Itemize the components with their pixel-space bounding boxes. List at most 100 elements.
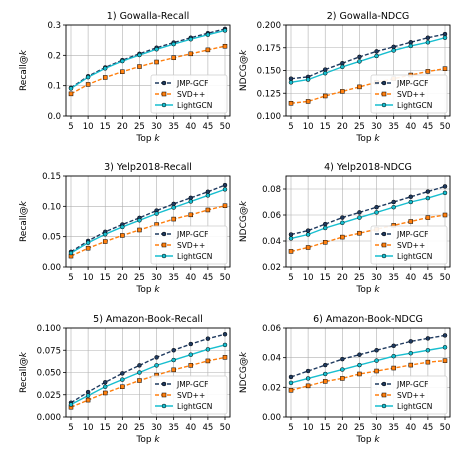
data-point [442, 35, 448, 40]
data-point [442, 212, 448, 218]
data-point [425, 359, 431, 365]
y-tick-label: 0.3 [47, 21, 61, 31]
data-point [391, 199, 396, 205]
data-point [205, 47, 211, 53]
data-point [85, 74, 91, 80]
data-point [357, 84, 362, 90]
legend-label: LightGCN [177, 402, 212, 411]
legend-label: JMP-GCF [396, 230, 428, 239]
series-line-2 [70, 29, 226, 89]
y-tick-label: 0.2 [47, 51, 61, 61]
legend-box [370, 74, 448, 114]
plot-frame [285, 327, 451, 418]
data-point [322, 93, 328, 99]
x-tick-label: 35 [388, 273, 399, 283]
y-tick-label: 0.04 [262, 354, 281, 364]
legend-marker [381, 392, 387, 398]
data-point [137, 52, 142, 58]
data-point [222, 28, 228, 33]
data-point [222, 355, 228, 360]
x-tick-label: 5 [68, 273, 73, 283]
legend-box [150, 225, 228, 265]
data-point [171, 357, 176, 363]
data-point [288, 80, 294, 85]
data-point [171, 367, 176, 373]
x-tick-label: 5 [288, 122, 293, 132]
x-tick-label: 35 [388, 423, 399, 433]
data-point [171, 55, 176, 61]
data-point [305, 228, 311, 233]
y-tick-label: 0.15 [42, 172, 61, 182]
chart-panel-1: 5 10 15 20 25 30 35 40 45 50 0.0 0.1 0.2 0.3 1) Gowall… [19, 11, 231, 144]
x-tick-label: 20 [337, 122, 348, 132]
legend-marker [161, 231, 167, 237]
series-line-2 [290, 346, 446, 384]
data-point [357, 215, 362, 220]
data-point [102, 75, 108, 80]
data-point [340, 367, 345, 372]
series-line-0 [70, 333, 226, 404]
x-tick-label: 35 [168, 423, 179, 433]
data-point [425, 348, 431, 353]
legend-label: SVD++ [397, 241, 425, 250]
data-point [305, 368, 311, 374]
data-point [391, 365, 396, 371]
plot-frame [285, 175, 451, 268]
x-tick-label: 45 [202, 122, 213, 132]
legend-marker [161, 91, 167, 97]
data-point [188, 341, 194, 347]
x-tick-label: 20 [117, 273, 128, 283]
legend-marker [161, 392, 167, 398]
data-point [442, 333, 448, 338]
data-point [205, 207, 211, 213]
x-tick-label: 10 [303, 122, 314, 132]
x-tick-label: 15 [100, 423, 111, 433]
data-point [102, 390, 108, 396]
data-point [85, 245, 91, 251]
legend-box [370, 375, 448, 415]
data-point [154, 47, 159, 52]
data-point [340, 64, 345, 70]
x-tick-label: 15 [100, 122, 111, 132]
legend: JMP-GCF SVD++ LightGCN [370, 74, 448, 114]
data-point [425, 336, 431, 341]
legend-marker [381, 80, 387, 86]
x-tick-label: 50 [220, 273, 231, 283]
y-tick-label: 0.100 [37, 324, 61, 334]
series-line-0 [290, 334, 446, 378]
x-tick-label: 5 [288, 273, 293, 283]
series-line-2 [290, 37, 446, 84]
data-point [171, 348, 176, 353]
data-point [188, 51, 194, 57]
legend-label: SVD++ [177, 391, 205, 400]
data-point [340, 89, 345, 94]
data-point [340, 220, 345, 226]
y-tick-label: 0.00 [42, 263, 61, 273]
y-tick-label: 0.200 [257, 21, 281, 31]
legend: JMP-GCF SVD++ LightGCN [150, 225, 228, 265]
data-point [222, 342, 228, 348]
x-tick-label: 35 [168, 122, 179, 132]
x-tick-label: 40 [405, 423, 416, 433]
data-point [222, 43, 228, 49]
x-tick-label: 25 [354, 273, 365, 283]
data-point [85, 397, 91, 403]
x-tick-label: 45 [422, 273, 433, 283]
series-line-2 [290, 192, 446, 240]
x-tick-label: 40 [185, 122, 196, 132]
data-point [288, 232, 294, 237]
data-point [222, 187, 228, 192]
legend-box [370, 225, 448, 265]
x-tick-label: 5 [288, 423, 293, 433]
x-axis-label: Top k [355, 285, 380, 295]
data-point [68, 250, 74, 256]
data-point [425, 40, 431, 45]
data-point [322, 379, 328, 384]
y-tick-label: 0.06 [262, 211, 281, 221]
data-point [137, 370, 142, 375]
y-tick-label: 0.025 [37, 391, 61, 401]
y-axis-label: Recall@k [19, 351, 29, 393]
x-tick-label: 5 [68, 122, 73, 132]
legend-box [150, 74, 228, 114]
data-point [85, 82, 91, 87]
